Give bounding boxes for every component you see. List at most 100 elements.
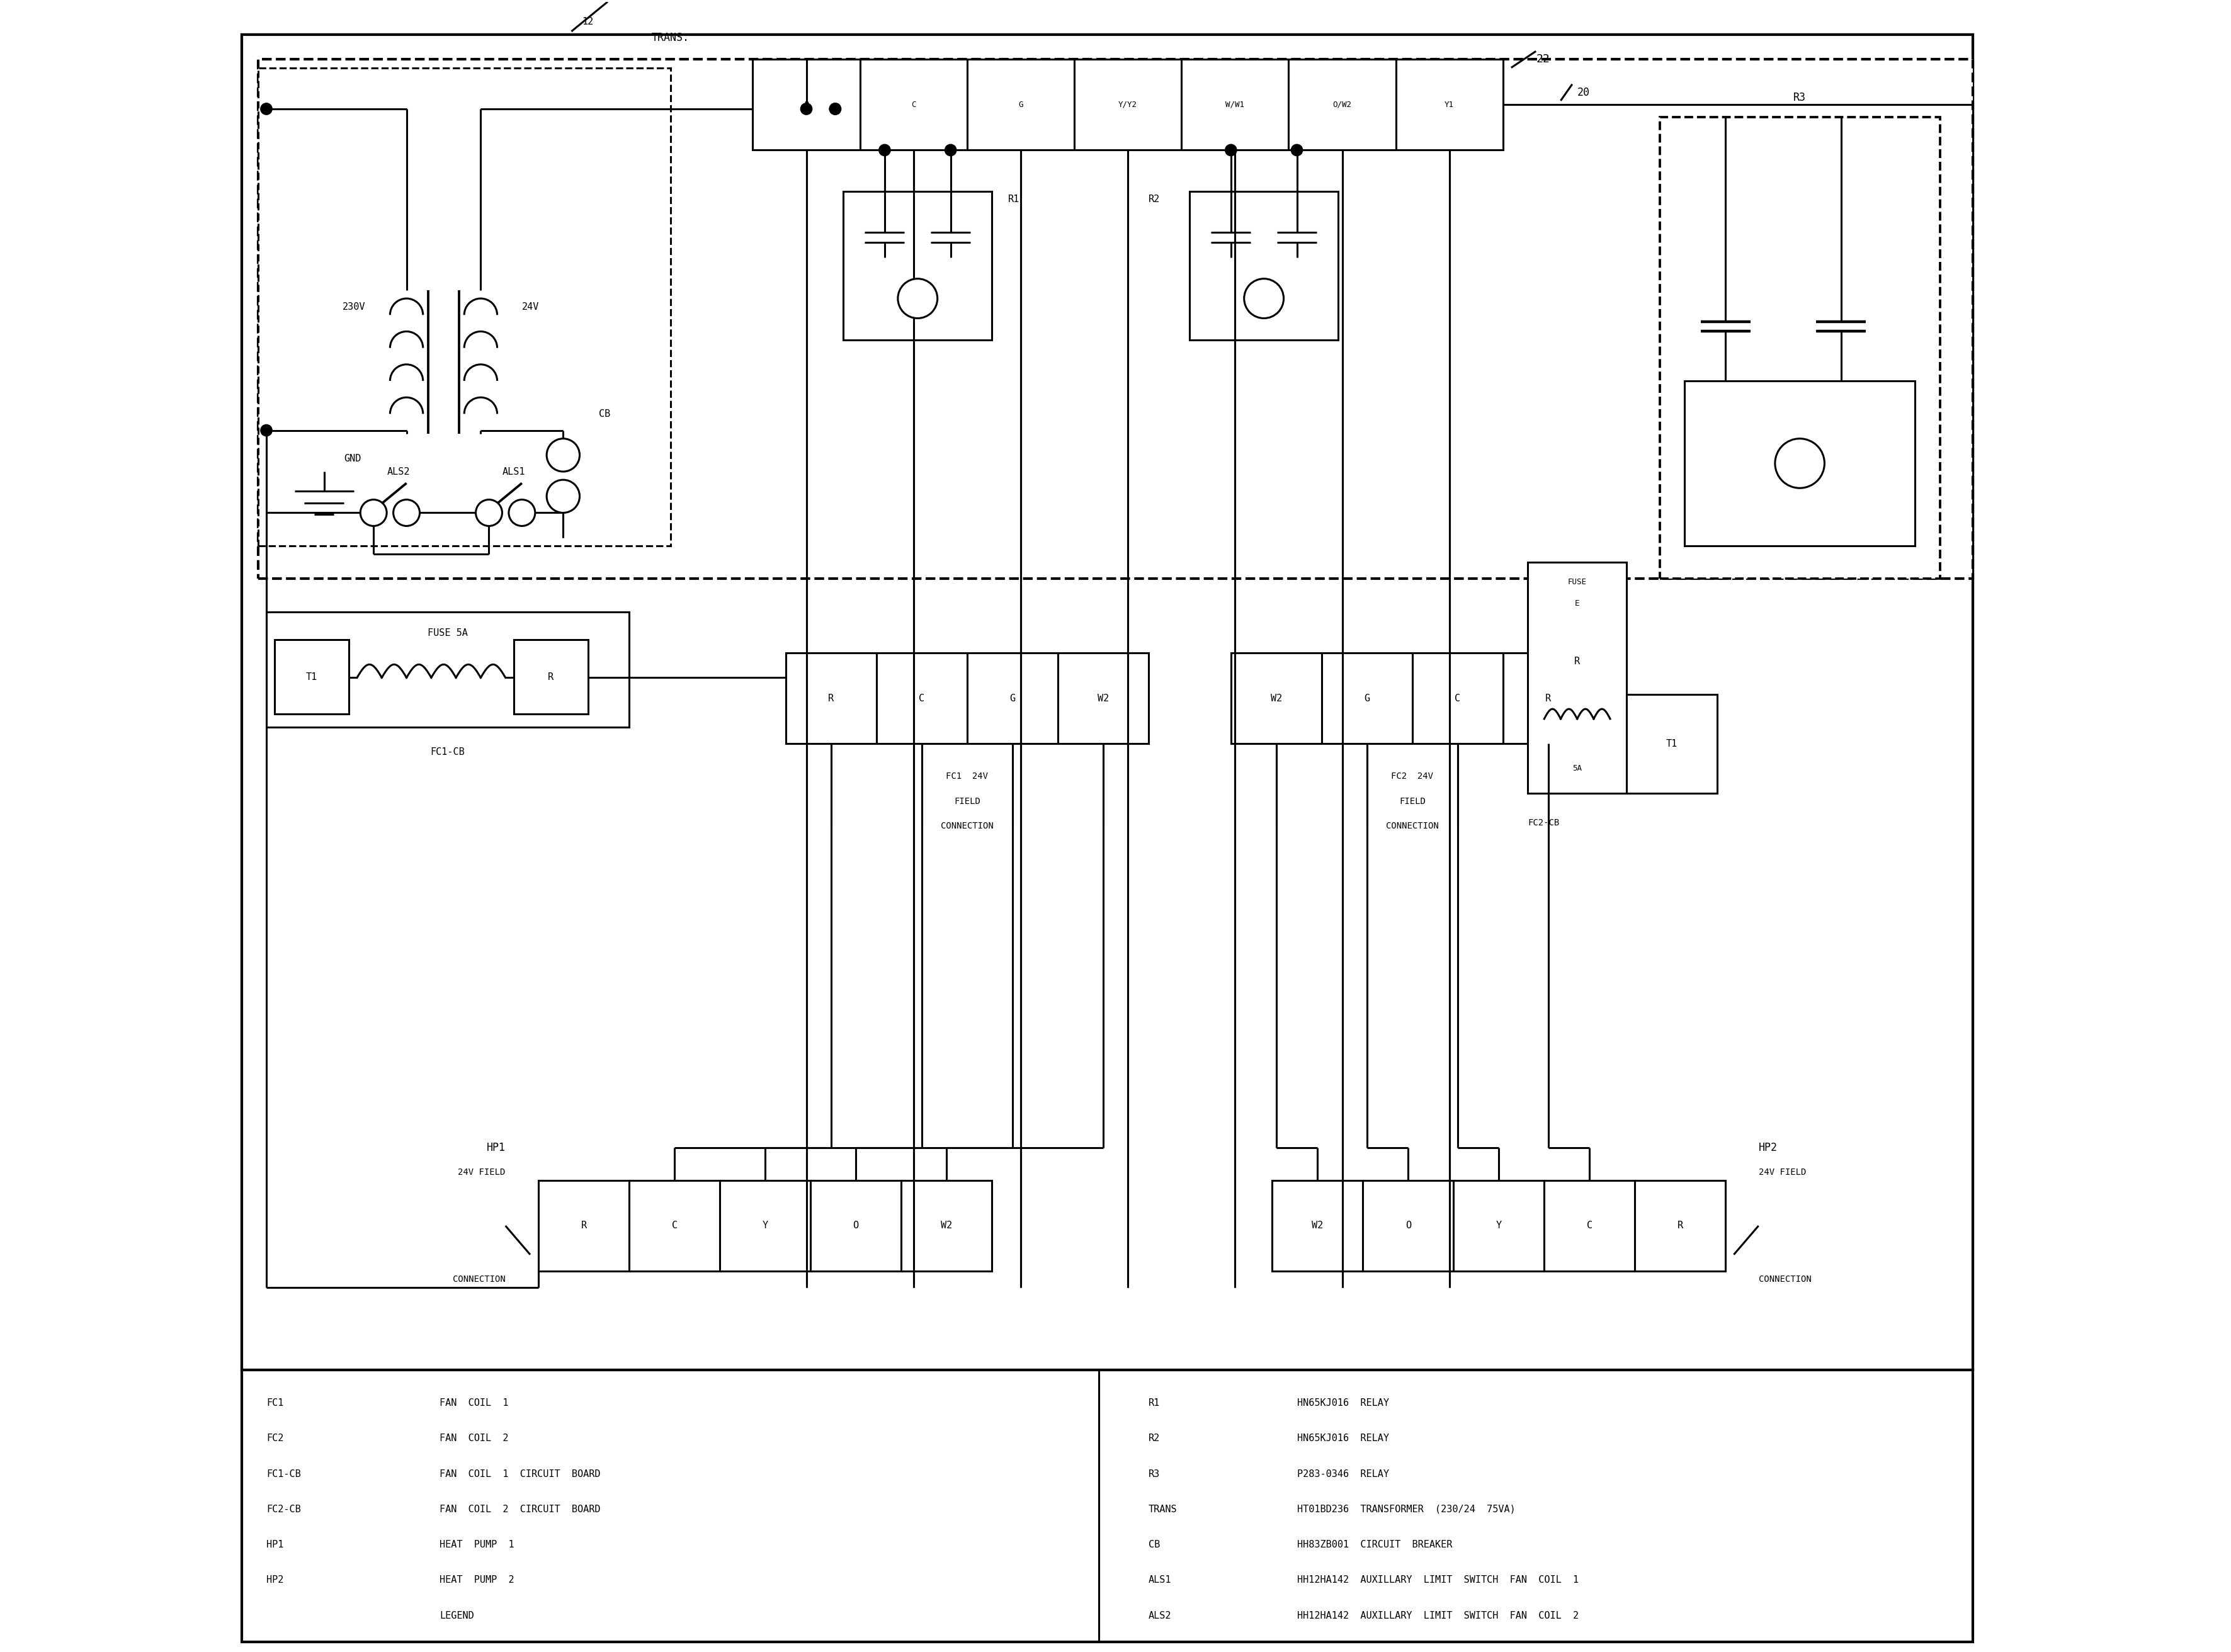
Text: E: E	[1575, 600, 1580, 608]
Text: R3: R3	[1149, 1469, 1160, 1479]
Bar	[1363, 1181, 1455, 1270]
Text: FC1-CB: FC1-CB	[265, 1469, 301, 1479]
Text: CONNECTION: CONNECTION	[1758, 1275, 1812, 1284]
Text: LEGEND: LEGEND	[440, 1611, 473, 1621]
Bar	[259, 68, 669, 545]
Circle shape	[830, 102, 841, 114]
Text: CONNECTION: CONNECTION	[453, 1275, 506, 1284]
Text: G: G	[1363, 694, 1370, 704]
Text: FIELD: FIELD	[1399, 796, 1426, 806]
Text: FC1  24V: FC1 24V	[946, 771, 988, 781]
Text: C: C	[1455, 694, 1461, 704]
Text: FIELD: FIELD	[955, 796, 979, 806]
Text: R: R	[803, 101, 808, 109]
Bar	[966, 653, 1057, 743]
Text: W2: W2	[1098, 694, 1109, 704]
Text: HN65KJ016  RELAY: HN65KJ016 RELAY	[1296, 1434, 1390, 1444]
Text: 24V FIELD: 24V FIELD	[1758, 1168, 1807, 1176]
Circle shape	[1245, 279, 1283, 319]
Text: CONNECTION: CONNECTION	[1385, 821, 1439, 831]
Text: C: C	[919, 694, 924, 704]
Text: R: R	[1546, 694, 1551, 704]
Circle shape	[897, 279, 937, 319]
Text: R1: R1	[1149, 1398, 1160, 1408]
Bar	[241, 1370, 1972, 1642]
Bar	[1455, 1181, 1544, 1270]
Text: HH12HA142  AUXILLARY  LIMIT  SWITCH  FAN  COIL  2: HH12HA142 AUXILLARY LIMIT SWITCH FAN COI…	[1296, 1611, 1577, 1621]
Text: O: O	[1406, 1221, 1410, 1231]
Text: FC2: FC2	[265, 1434, 283, 1444]
Text: FUSE 5A: FUSE 5A	[428, 628, 469, 638]
Text: HH83ZB001  CIRCUIT  BREAKER: HH83ZB001 CIRCUIT BREAKER	[1296, 1540, 1452, 1550]
Text: ALS2: ALS2	[1149, 1611, 1171, 1621]
Text: 24V FIELD: 24V FIELD	[457, 1168, 506, 1176]
Circle shape	[475, 499, 502, 525]
Text: C: C	[1586, 1221, 1593, 1231]
Text: HP1: HP1	[486, 1142, 506, 1153]
Text: Y/Y2: Y/Y2	[1118, 101, 1138, 109]
Text: FC2-CB: FC2-CB	[1528, 818, 1559, 828]
Text: FC2-CB: FC2-CB	[265, 1505, 301, 1513]
Circle shape	[1292, 144, 1303, 155]
Text: R: R	[1678, 1221, 1682, 1231]
Text: 24V: 24V	[522, 302, 540, 312]
Text: FAN  COIL  2  CIRCUIT  BOARD: FAN COIL 2 CIRCUIT BOARD	[440, 1505, 600, 1513]
Bar	[1272, 1181, 1363, 1270]
Bar	[241, 35, 1972, 1370]
Circle shape	[547, 479, 580, 512]
Text: C: C	[910, 101, 917, 109]
Text: Y: Y	[763, 1221, 767, 1231]
Text: R3: R3	[1794, 93, 1807, 102]
Text: HEAT  PUMP  1: HEAT PUMP 1	[440, 1540, 513, 1550]
Text: FC1: FC1	[265, 1398, 283, 1408]
Text: HN65KJ016  RELAY: HN65KJ016 RELAY	[1296, 1398, 1390, 1408]
Text: Y: Y	[1497, 1221, 1501, 1231]
Bar	[901, 1181, 993, 1270]
Bar	[1057, 653, 1149, 743]
Bar	[859, 59, 966, 150]
Bar	[1684, 382, 1914, 545]
Circle shape	[879, 144, 890, 155]
Circle shape	[830, 102, 841, 114]
Bar	[966, 59, 1075, 150]
Text: R: R	[1575, 656, 1580, 666]
Bar	[259, 59, 1972, 578]
Bar	[1397, 59, 1504, 150]
Text: W2: W2	[941, 1221, 953, 1231]
Text: W2: W2	[1312, 1221, 1323, 1231]
Bar	[1321, 653, 1412, 743]
Text: R2: R2	[1149, 1434, 1160, 1444]
Bar	[785, 653, 877, 743]
Text: ALS2: ALS2	[386, 468, 411, 476]
Bar	[1635, 1181, 1725, 1270]
Text: ALS1: ALS1	[502, 468, 524, 476]
Text: 12: 12	[582, 17, 593, 26]
Bar	[1544, 1181, 1635, 1270]
Text: CB: CB	[598, 410, 609, 418]
Text: FAN  COIL  2: FAN COIL 2	[440, 1434, 509, 1444]
Text: 5A: 5A	[1573, 765, 1582, 773]
Text: HP2: HP2	[1758, 1142, 1778, 1153]
Text: FAN  COIL  1  CIRCUIT  BOARD: FAN COIL 1 CIRCUIT BOARD	[440, 1469, 600, 1479]
Text: R1: R1	[1008, 195, 1020, 205]
Text: G: G	[1011, 694, 1015, 704]
Text: T1: T1	[306, 672, 317, 682]
Bar	[1189, 192, 1339, 340]
Bar	[1075, 59, 1182, 150]
Text: C: C	[672, 1221, 678, 1231]
Circle shape	[946, 144, 957, 155]
Bar	[752, 59, 859, 150]
Bar	[1528, 562, 1626, 793]
Text: 230V: 230V	[341, 302, 366, 312]
Text: HEAT  PUMP  2: HEAT PUMP 2	[440, 1576, 513, 1584]
Circle shape	[393, 499, 419, 525]
Circle shape	[1225, 144, 1236, 155]
Text: TRANS: TRANS	[1149, 1505, 1178, 1513]
Text: R2: R2	[1149, 195, 1160, 205]
Text: Y1: Y1	[1446, 101, 1455, 109]
Text: CB: CB	[1149, 1540, 1160, 1550]
Text: HP2: HP2	[265, 1576, 283, 1584]
Bar	[1290, 59, 1397, 150]
Text: 22: 22	[1535, 55, 1551, 64]
Bar	[1504, 653, 1593, 743]
